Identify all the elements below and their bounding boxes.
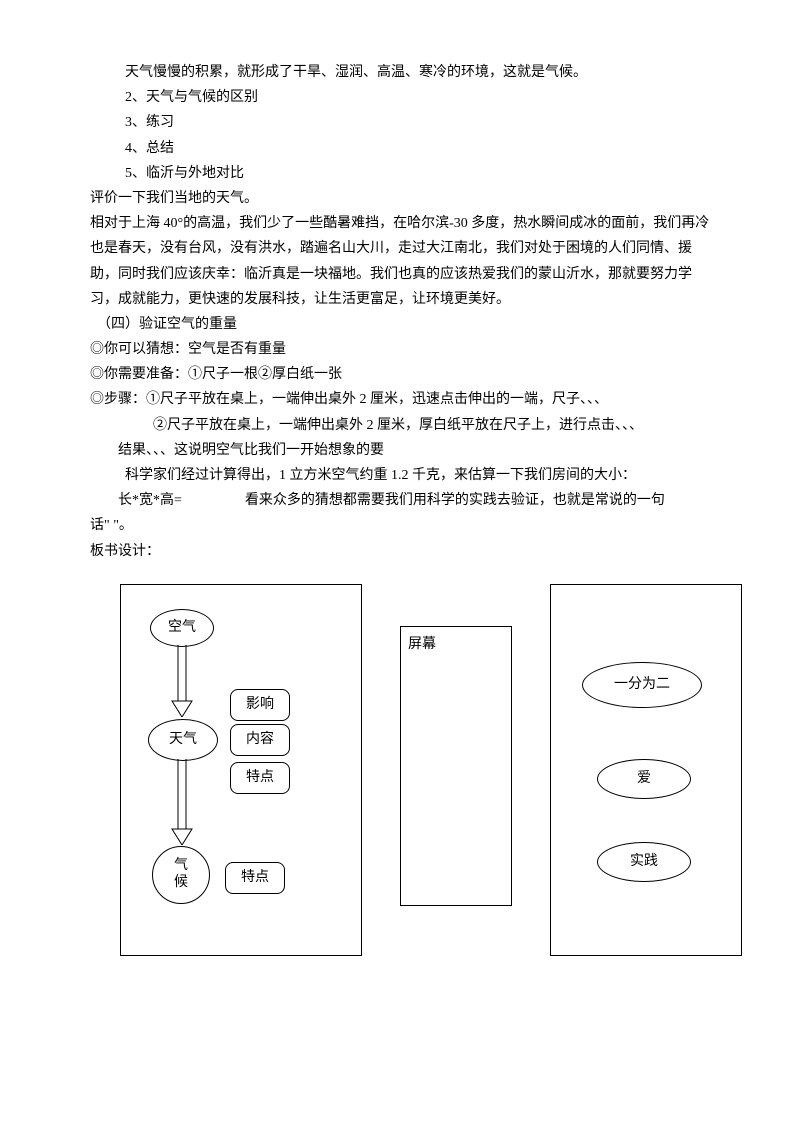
node-label: 气 候 — [174, 858, 188, 892]
formula-text: 长*宽*高= — [118, 493, 182, 508]
node-label: 特点 — [241, 865, 269, 890]
arrow-down-icon — [170, 645, 194, 717]
node-feature: 特点 — [230, 762, 290, 794]
screen-label: 屏幕 — [408, 632, 436, 657]
body-text: 天气慢慢的积累，就形成了干旱、湿润、高温、寒冷的环境，这就是气候。 — [90, 60, 710, 85]
body-text: 长*宽*高= 看来众多的猜想都需要我们用科学的实践去验证，也就是常说的一句 — [90, 488, 710, 513]
body-text: 话" "。 — [90, 513, 710, 538]
board-diagram: 空气 天气 影响 内容 特点 气 候 — [120, 584, 740, 984]
body-text: 4、总结 — [90, 136, 710, 161]
body-text: ②尺子平放在桌上，一端伸出桌外 2 厘米，厚白纸平放在尺子上，进行点击、、、 — [90, 413, 710, 438]
node-label: 影响 — [246, 692, 274, 717]
section-heading: （四）验证空气的重量 — [90, 312, 710, 337]
node-label: 一分为二 — [614, 672, 670, 697]
body-text: 评价一下我们当地的天气。 — [90, 186, 710, 211]
body-text: ◎步骤：①尺子平放在桌上，一端伸出桌外 2 厘米，迅速点击伸出的一端，尺子、、、 — [90, 387, 710, 412]
node-love: 爱 — [597, 759, 691, 799]
node-content: 内容 — [230, 724, 290, 756]
node-two: 一分为二 — [582, 662, 702, 708]
node-label: 特点 — [246, 765, 274, 790]
section-heading: 板书设计： — [90, 539, 710, 564]
body-text: 3、练习 — [90, 110, 710, 135]
body-text: 2、天气与气候的区别 — [90, 85, 710, 110]
arrow-down-icon — [170, 759, 194, 845]
node-feature-2: 特点 — [225, 862, 285, 894]
node-label: 爱 — [637, 766, 651, 791]
document-page: 天气慢慢的积累，就形成了干旱、湿润、高温、寒冷的环境，这就是气候。 2、天气与气… — [0, 0, 800, 1044]
node-climate: 气 候 — [152, 846, 210, 904]
screen-panel — [400, 626, 512, 906]
body-text: 看来众多的猜想都需要我们用科学的实践去验证，也就是常说的一句 — [245, 493, 665, 508]
body-text: 科学家们经过计算得出，1 立方米空气约重 1.2 千克，来估算一下我们房间的大小… — [90, 463, 710, 488]
node-label: 天气 — [169, 727, 197, 752]
node-label: 实践 — [630, 849, 658, 874]
node-air: 空气 — [150, 609, 214, 647]
node-practice: 实践 — [597, 842, 691, 882]
body-paragraph: 相对于上海 40°的高温，我们少了一些酷暑难挡，在哈尔滨-30 多度，热水瞬间成… — [90, 211, 710, 312]
body-text: ◎你可以猜想：空气是否有重量 — [90, 337, 710, 362]
body-text: 结果、、、这说明空气比我们一开始想象的要 — [90, 438, 710, 463]
body-text: ◎你需要准备：①尺子一根②厚白纸一张 — [90, 362, 710, 387]
node-weather: 天气 — [148, 719, 218, 761]
body-text: 5、临沂与外地对比 — [90, 161, 710, 186]
node-label: 空气 — [168, 615, 196, 640]
node-influence: 影响 — [230, 689, 290, 721]
node-label: 内容 — [246, 727, 274, 752]
